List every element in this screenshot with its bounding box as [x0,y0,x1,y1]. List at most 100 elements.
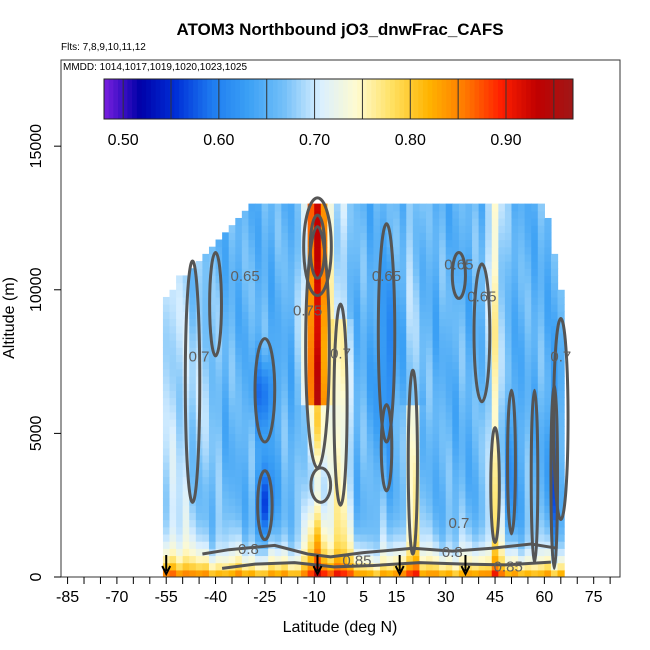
heatmap-cell [195,569,203,577]
heatmap-cell [327,332,335,341]
heatmap-cell [379,498,388,506]
heatmap-cell [182,490,190,499]
heatmap-cell [419,411,427,420]
heatmap-cell [557,569,565,577]
heatmap-cell [162,490,171,499]
heatmap-cell [340,526,348,535]
heatmap-cell [432,433,440,442]
heatmap-cell [386,555,394,564]
heatmap-cell [222,354,230,363]
heatmap-cell [504,390,513,399]
heatmap-cell [189,289,197,298]
heatmap-cell [268,533,276,542]
heatmap-cell [399,498,407,506]
heatmap-cell [314,361,322,370]
heatmap-cell [432,325,440,334]
heatmap-cell [287,275,296,284]
heatmap-cell [215,490,223,499]
heatmap-cell [478,232,486,241]
heatmap-cell [261,533,269,542]
heatmap-cell [189,433,197,442]
heatmap-cell [301,210,309,219]
colorbar-segment [118,79,124,119]
colorbar-segment [193,79,199,119]
heatmap-cell [333,526,342,535]
heatmap-cell [465,390,473,399]
heatmap-cell [373,210,381,219]
heatmap-cell [373,383,381,391]
heatmap-cell [215,296,223,305]
heatmap-cell [386,562,394,571]
heatmap-cell [478,426,486,434]
heatmap-cell [347,289,355,298]
heatmap-cell [314,347,322,355]
heatmap-cell [169,361,177,370]
heatmap-cell [524,203,532,212]
heatmap-cell [498,261,506,269]
heatmap-cell [445,555,453,564]
heatmap-cell [412,203,421,212]
heatmap-cell [189,318,197,327]
heatmap-cell [281,512,289,521]
heatmap-cell [393,239,401,248]
heatmap-cell [537,296,545,305]
heatmap-cell [452,541,460,549]
heatmap-cell [485,203,493,212]
heatmap-cell [458,426,467,434]
heatmap-cell [228,383,236,391]
heatmap-cell [425,433,434,442]
heatmap-cell [458,268,467,277]
heatmap-cell [419,505,427,513]
heatmap-cell [255,555,263,564]
heatmap-cell [393,268,401,277]
heatmap-cell [248,210,256,219]
heatmap-cell [425,203,434,212]
heatmap-cell [432,533,440,542]
heatmap-cell [485,253,493,262]
heatmap-cell [301,519,309,528]
heatmap-cell [340,498,348,506]
heatmap-cell [412,253,421,262]
heatmap-cell [478,304,486,312]
heatmap-cell [373,526,381,535]
heatmap-cell [379,519,388,528]
contour-label: 0.85 [494,558,523,575]
heatmap-cell [491,375,499,384]
heatmap-cell [208,318,217,327]
colorbar-segment [385,79,391,119]
heatmap-cell [524,375,532,384]
heatmap-cell [261,261,269,269]
heatmap-cell [452,555,460,564]
heatmap-cell [208,462,217,470]
heatmap-cell [261,548,269,557]
heatmap-cell [268,261,276,269]
heatmap-cell [472,210,480,219]
contour-line [489,426,501,545]
heatmap-cell [248,526,256,535]
heatmap-cell [235,225,243,233]
heatmap-cell [478,296,486,305]
heatmap-cell [268,404,276,413]
heatmap-cell [445,483,453,492]
heatmap-cell [485,404,493,413]
heatmap-cell [386,483,394,492]
heatmap-cell [544,253,552,262]
heatmap-cell [472,404,480,413]
heatmap-cell [327,383,335,391]
contour-line [309,466,333,504]
heatmap-cell [347,296,355,305]
heatmap-cell [208,354,217,363]
heatmap-cell [373,361,381,370]
heatmap-cell [228,246,236,255]
heatmap-cell [399,368,407,377]
heatmap-cell [281,368,289,377]
heatmap-cell [215,282,223,291]
heatmap-cell [314,325,322,334]
heatmap-cell [458,419,467,427]
heatmap-cell [261,483,269,492]
heatmap-cell [524,462,532,470]
heatmap-cell [458,275,467,284]
heatmap-cell [465,555,473,564]
heatmap-cell [379,253,388,262]
heatmap-cell [287,296,296,305]
